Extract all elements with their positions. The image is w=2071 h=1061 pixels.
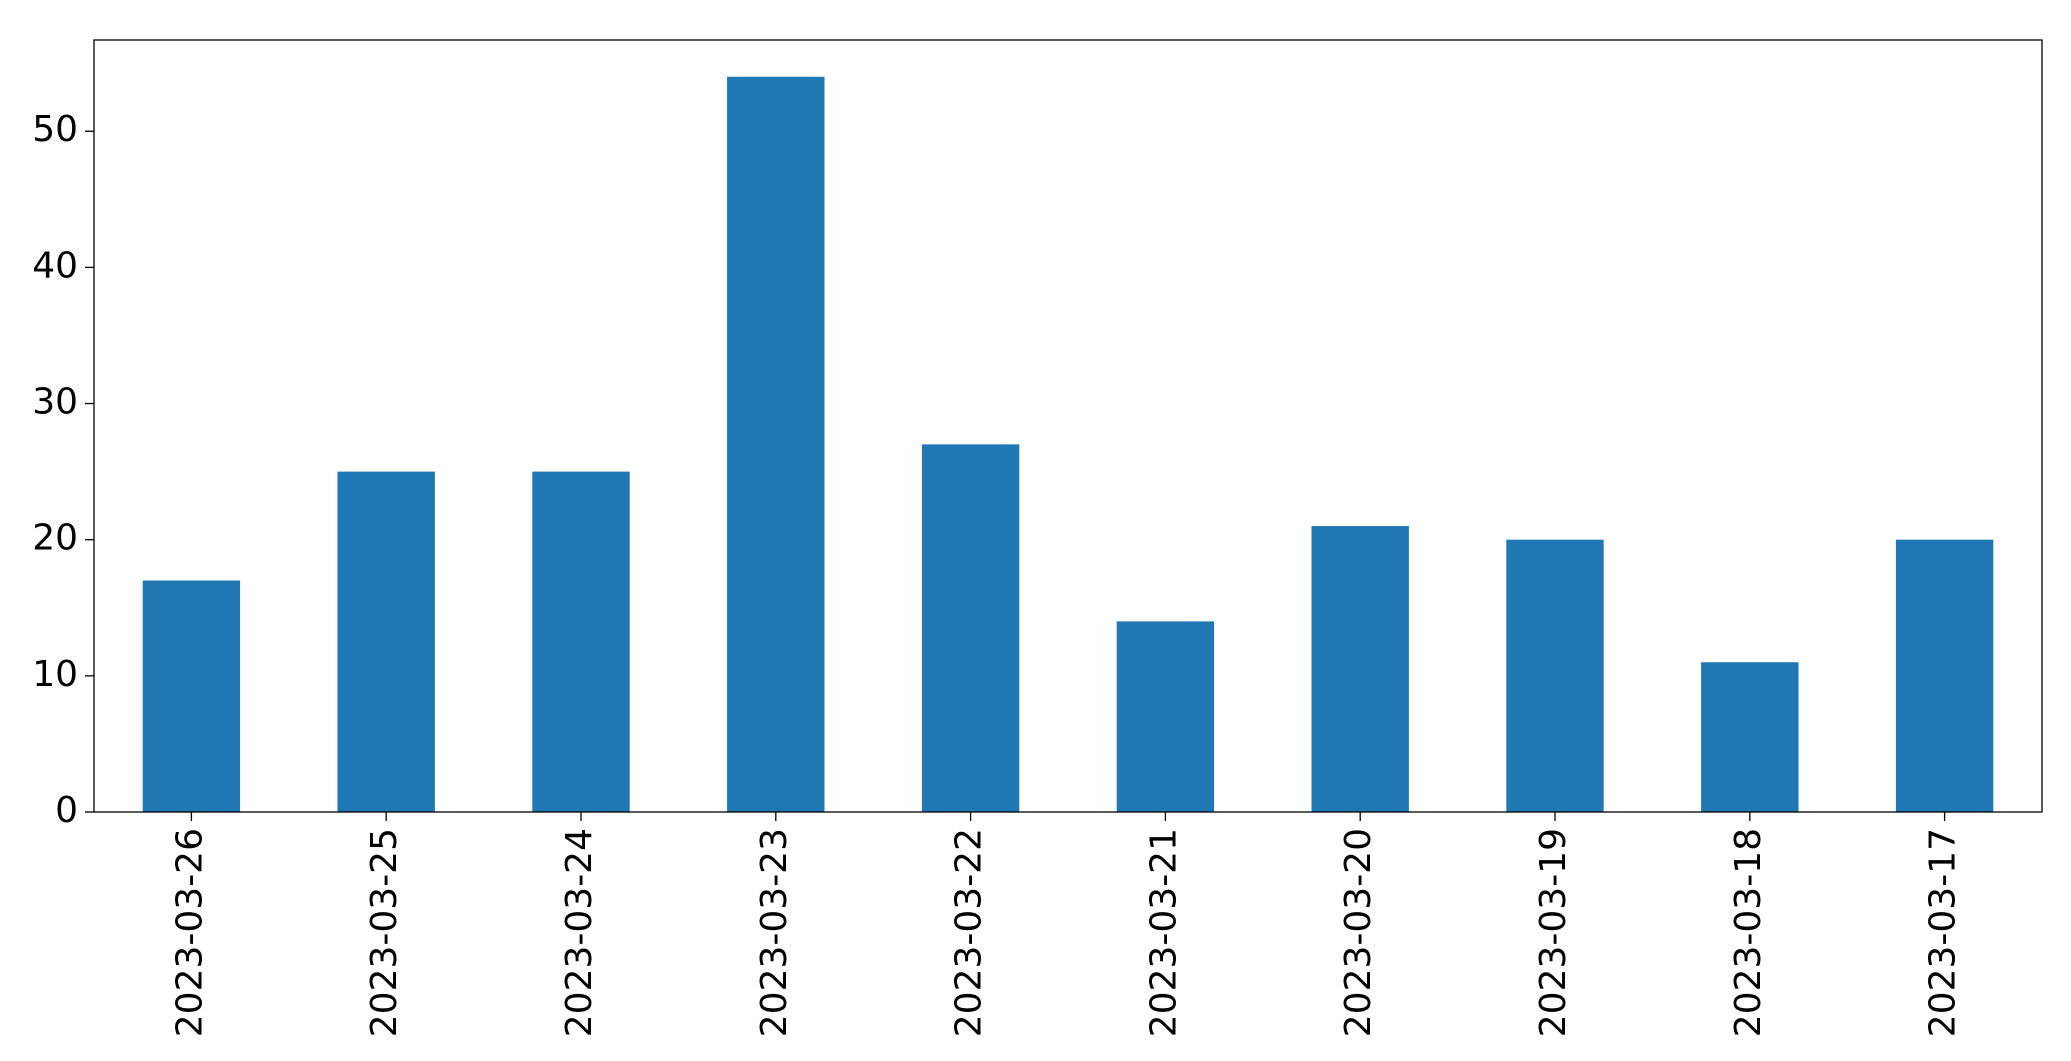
- bar: [921, 444, 1020, 812]
- x-tick-label: 2023-03-18: [1728, 828, 1769, 1037]
- y-tick-label: 20: [32, 518, 78, 559]
- y-tick-label: 10: [32, 654, 78, 695]
- bar: [1701, 662, 1799, 812]
- bar: [1506, 539, 1604, 812]
- x-tick-label: 2023-03-24: [559, 828, 600, 1037]
- x-tick-label: 2023-03-20: [1338, 828, 1379, 1037]
- x-tick-label: 2023-03-26: [169, 828, 210, 1037]
- bar: [142, 580, 241, 812]
- x-tick-label: 2023-03-17: [1923, 828, 1964, 1037]
- x-tick-label: 2023-03-23: [754, 828, 795, 1037]
- x-tick-label: 2023-03-19: [1533, 828, 1574, 1037]
- y-tick-label: 30: [32, 382, 78, 423]
- x-tick-label: 2023-03-22: [949, 828, 990, 1037]
- y-tick-label: 0: [55, 790, 78, 831]
- x-tick-label: 2023-03-21: [1143, 828, 1184, 1037]
- bar: [337, 471, 435, 812]
- y-tick-label: 50: [32, 109, 78, 150]
- bar: [1311, 526, 1409, 812]
- bar: [1116, 621, 1215, 812]
- bar: [532, 471, 630, 812]
- x-tick-label: 2023-03-25: [364, 828, 405, 1037]
- bar: [727, 76, 825, 812]
- y-tick-label: 40: [32, 245, 78, 286]
- plot-frame: [93, 39, 2043, 813]
- bar: [1895, 539, 1994, 812]
